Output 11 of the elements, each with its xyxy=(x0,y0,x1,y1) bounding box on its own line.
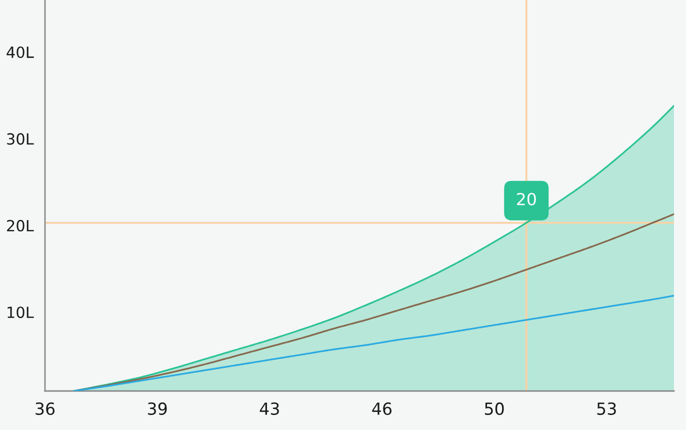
x-tick-label: 46 xyxy=(372,402,392,416)
y-tick-label: 30L xyxy=(7,133,34,145)
y-tick-label: 10L xyxy=(8,306,34,318)
x-tick-label: 43 xyxy=(260,402,279,416)
x-tick-label: 39 xyxy=(148,402,167,416)
x-tick-label: 50 xyxy=(484,402,504,416)
annotation: 20 xyxy=(516,192,536,206)
y-tick-label: 40L xyxy=(6,46,34,58)
x-tick-label: 36 xyxy=(36,402,55,416)
x-tick-label: 53 xyxy=(597,402,616,416)
y-tick-label: 20L xyxy=(7,220,34,232)
